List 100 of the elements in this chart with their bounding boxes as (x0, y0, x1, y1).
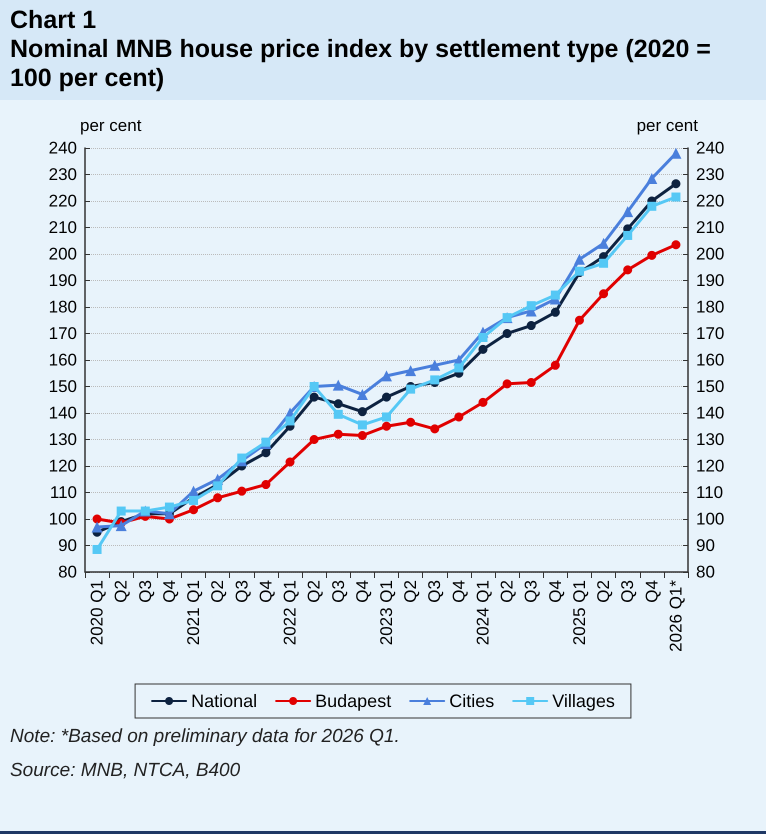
point (574, 254, 585, 265)
x-tick-label: Q4 (256, 580, 276, 603)
y-tick-label: 100 (48, 510, 77, 528)
y2-tick-label: 210 (696, 218, 724, 237)
x-tick-label: 2026 Q1* (666, 580, 686, 652)
x-tick-label: 2020 Q1 (88, 580, 107, 646)
point (430, 375, 440, 384)
point (237, 454, 246, 463)
point (478, 344, 488, 354)
point (599, 258, 608, 268)
x-tick-label: 2023 Q1 (377, 580, 396, 646)
point (382, 422, 391, 431)
x-tick-label: 2021 Q1 (184, 580, 204, 646)
y-tick-label: 240 (48, 138, 77, 158)
x-tick-label: Q2 (594, 580, 614, 603)
y-tick-label: 140 (48, 404, 77, 422)
y-tick-label: 110 (50, 483, 77, 502)
point (286, 458, 295, 467)
point (261, 448, 270, 458)
y-tick-label: 230 (48, 165, 77, 184)
y-tick-label: 210 (48, 218, 77, 237)
point (502, 329, 512, 338)
y-tick-label: 200 (48, 244, 77, 264)
y2-tick-label: 110 (696, 483, 724, 502)
y2-tick-label: 220 (696, 192, 724, 210)
point (526, 378, 536, 388)
y-tick-label: 150 (48, 377, 77, 396)
x-tick-label: Q3 (425, 580, 444, 603)
point (382, 392, 391, 402)
point (164, 502, 174, 512)
point (261, 480, 270, 490)
legend-label: Budapest (315, 691, 392, 711)
point (334, 430, 343, 439)
chart-subtitle: Nominal MNB house price index by settlement type (2020 = 100 per cent) (10, 35, 712, 93)
y2-tick-label: 130 (696, 430, 724, 449)
point (381, 370, 392, 382)
point (430, 424, 440, 434)
x-tick-label: Q4 (160, 580, 179, 603)
point (358, 431, 367, 440)
point (550, 360, 560, 370)
y2-tick-label: 190 (696, 271, 724, 290)
point (237, 486, 246, 496)
legend-label: National (191, 691, 258, 711)
y-tick-label: 190 (48, 271, 77, 290)
point (671, 179, 680, 188)
y2-tick-label: 80 (696, 562, 715, 582)
y-tick-label: 90 (58, 536, 77, 555)
point (647, 202, 656, 211)
point (478, 332, 488, 342)
point (358, 407, 367, 416)
point (92, 544, 102, 554)
x-tick-label: Q3 (328, 580, 348, 603)
source-note: Source: MNB, NTCA, B400 (10, 759, 242, 783)
point (526, 321, 536, 330)
x-tick-label: 2022 Q1 (280, 580, 300, 646)
y-tick-label: 130 (48, 430, 77, 449)
y2-tick-label: 230 (696, 165, 724, 184)
x-tick-label: Q2 (304, 580, 324, 603)
y2-tick-label: 100 (696, 510, 724, 528)
point (623, 265, 632, 274)
point (334, 399, 343, 408)
point (189, 496, 198, 505)
point (526, 301, 536, 310)
y-tick-label: 80 (58, 562, 77, 582)
point (478, 398, 488, 407)
y2-tick-label: 240 (696, 138, 724, 158)
x-tick-label: 2025 Q1 (570, 580, 589, 646)
x-tick-label: Q3 (522, 580, 541, 603)
point (382, 412, 391, 422)
y2-tick-label: 180 (696, 298, 724, 316)
y2-tick-label: 200 (696, 244, 724, 264)
point (671, 192, 680, 202)
point (599, 289, 608, 298)
y-axis-title: per cent (80, 116, 142, 135)
point (406, 418, 416, 427)
point (647, 250, 656, 260)
point (189, 505, 198, 514)
point (405, 365, 416, 376)
y-tick-label: 170 (48, 324, 77, 343)
point (671, 240, 680, 250)
point (116, 506, 126, 516)
x-tick-label: Q4 (352, 580, 372, 603)
x-tick-label: Q3 (618, 580, 638, 603)
x-tick-label: Q2 (401, 580, 420, 603)
x-tick-label: Q3 (232, 580, 252, 603)
x-tick-label: Q4 (449, 580, 468, 603)
point (550, 308, 560, 317)
y-tick-label: 180 (48, 298, 77, 316)
x-tick-label: Q2 (208, 580, 228, 603)
point (310, 392, 319, 402)
point (550, 290, 560, 300)
point (429, 360, 440, 371)
legend-label: Villages (552, 691, 615, 711)
y2-tick-label: 90 (696, 536, 715, 555)
point (332, 380, 344, 391)
y-tick-label: 120 (48, 456, 77, 476)
point (454, 412, 464, 422)
point (406, 384, 416, 394)
point (646, 172, 658, 184)
y-tick-label: 220 (48, 192, 77, 210)
